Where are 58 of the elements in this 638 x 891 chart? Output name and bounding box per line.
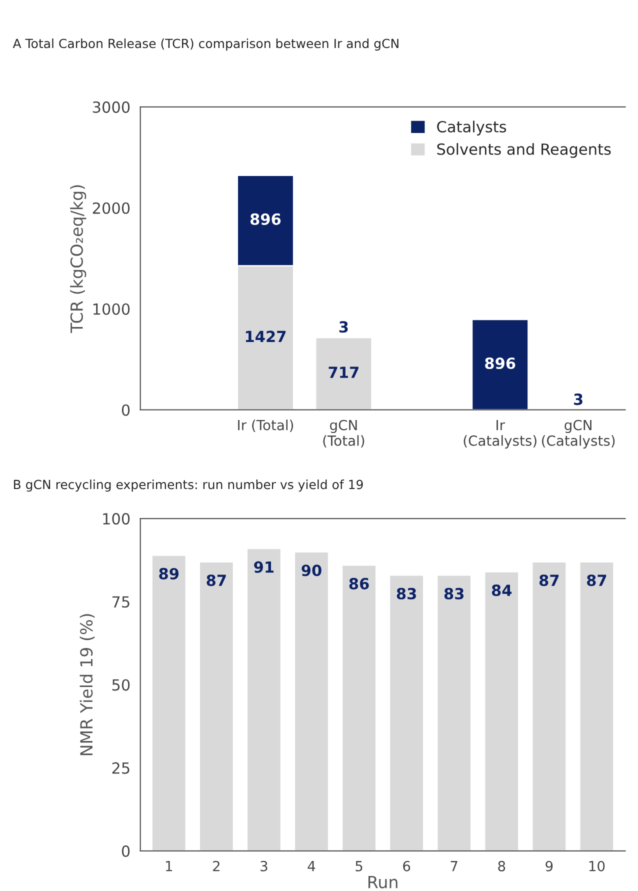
x-tick-label: 9 — [546, 860, 553, 872]
data-label: 3 — [339, 321, 348, 333]
x-axis-title: Run — [368, 876, 398, 888]
bar — [484, 571, 520, 851]
y-tick-label: 0 — [122, 404, 130, 416]
bar — [471, 318, 529, 410]
bar — [151, 554, 187, 851]
x-tick-label: Ir (Total) — [238, 420, 294, 432]
x-tick-label: 8 — [498, 860, 506, 872]
chart-title: B gCN recycling experiments: run number vs yield of 19 — [14, 480, 363, 492]
data-label: 84 — [492, 584, 512, 596]
data-label: 89 — [159, 568, 179, 580]
bar — [341, 564, 377, 851]
legend-label: Catalysts — [437, 120, 506, 136]
x-tick-label: 4 — [308, 861, 316, 872]
data-label: 87 — [587, 574, 606, 586]
data-label: 83 — [444, 588, 464, 600]
data-label: 90 — [302, 564, 322, 576]
data-label: 896 — [485, 358, 516, 370]
bar — [531, 561, 567, 851]
x-tick-label: gCN (Total) — [323, 420, 364, 448]
y-axis-title: NMR Yield 19 (%) — [80, 614, 95, 756]
bar — [578, 561, 615, 851]
x-tick-label: Ir (Catalysts) — [464, 420, 536, 449]
y-tick-label: 2000 — [92, 202, 130, 214]
bar — [294, 551, 330, 851]
bar — [314, 336, 373, 410]
legend-label: Solvents and Reagents — [437, 143, 611, 158]
data-label: 896 — [250, 213, 281, 225]
x-tick-label: 2 — [213, 860, 220, 872]
x-tick-label: 6 — [403, 860, 410, 872]
bar — [436, 574, 472, 851]
y-tick-label: 75 — [112, 596, 130, 608]
y-tick-label: 100 — [103, 513, 130, 525]
x-tick-label: 3 — [260, 860, 268, 872]
bar — [388, 574, 424, 851]
bar — [246, 548, 282, 851]
y-tick-label: 0 — [122, 845, 130, 857]
x-tick-label: 5 — [356, 861, 362, 872]
bar — [198, 561, 234, 851]
y-tick-label: 50 — [112, 679, 130, 691]
x-tick-label: gCN (Catalysts) — [542, 420, 615, 449]
data-label: 87 — [539, 574, 559, 586]
y-axis-title: TCR (kgCO₂eq/kg) — [70, 185, 86, 333]
x-tick-label: 1 — [166, 861, 172, 872]
y-tick-label: 3000 — [92, 101, 130, 113]
data-label: 717 — [328, 366, 358, 378]
x-tick-label: 7 — [450, 861, 458, 872]
data-label: 87 — [206, 574, 226, 586]
data-label: 1427 — [246, 330, 286, 342]
chart-title: A Total Carbon Release (TCR) comparison between Ir and gCN — [12, 38, 398, 51]
data-label: 3 — [574, 394, 582, 406]
data-label: 86 — [349, 578, 369, 590]
data-label: 83 — [396, 588, 416, 600]
y-tick-label: 25 — [112, 762, 130, 774]
x-tick-label: 10 — [589, 860, 605, 872]
data-label: 91 — [254, 561, 274, 573]
y-tick-label: 1000 — [93, 303, 130, 315]
